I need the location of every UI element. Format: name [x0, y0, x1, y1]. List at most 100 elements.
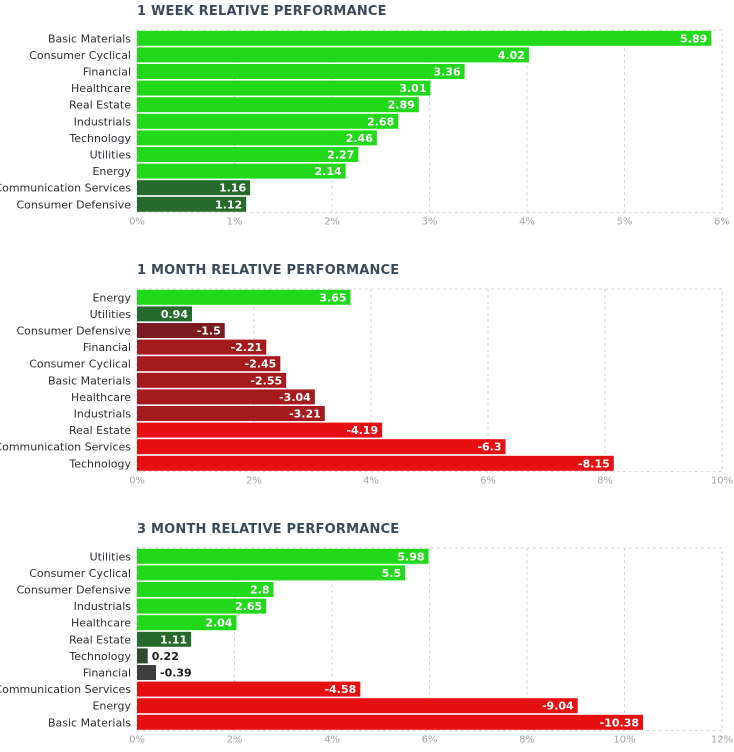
bar [137, 339, 267, 355]
value-label: 2.68 [367, 115, 394, 128]
category-label: Real Estate [69, 99, 131, 112]
category-label: Financial [83, 66, 131, 79]
x-tick-label: 0% [129, 217, 145, 228]
category-label: Basic Materials [48, 32, 131, 45]
bar [137, 196, 247, 212]
value-label: 5.98 [397, 550, 424, 563]
bar [137, 147, 359, 162]
x-tick-label: 0% [129, 476, 145, 487]
value-label: 5.5 [382, 567, 402, 580]
bar [137, 289, 351, 305]
bar [137, 598, 267, 614]
category-label: Real Estate [69, 424, 131, 437]
category-label: Financial [83, 341, 131, 354]
category-label: Energy [92, 165, 131, 178]
value-label: -10.38 [600, 716, 639, 729]
bar [137, 356, 281, 372]
x-tick-label: 12% [711, 735, 733, 746]
x-tick-label: 2% [324, 217, 340, 228]
bar [137, 565, 406, 581]
category-label: Consumer Cyclical [29, 358, 131, 371]
value-label: -2.45 [245, 358, 277, 371]
bar [137, 422, 383, 438]
category-label: Consumer Defensive [16, 198, 131, 211]
value-label: -3.04 [279, 391, 311, 404]
x-tick-label: 4% [363, 476, 379, 487]
bar [137, 97, 419, 113]
bar [137, 582, 274, 597]
bar [137, 180, 251, 196]
x-tick-label: 3% [422, 217, 438, 228]
value-label: -9.04 [542, 700, 574, 713]
bar [137, 631, 192, 647]
category-label: Basic Materials [48, 716, 131, 729]
bar [137, 548, 429, 564]
bar [137, 30, 712, 46]
category-label: Technology [68, 650, 131, 663]
x-tick-label: 6% [480, 476, 496, 487]
bar [137, 439, 506, 455]
month-panel: 1 MONTH RELATIVE PERFORMANCE 0% 2% 4% 6% 8% 1… [0, 259, 734, 509]
category-label: Consumer Cyclical [29, 567, 131, 580]
bar [137, 406, 325, 421]
bar [137, 455, 614, 471]
category-label: Real Estate [69, 633, 131, 646]
month-chart-title: 1 MONTH RELATIVE PERFORMANCE [137, 263, 400, 278]
value-label: 2.65 [235, 600, 262, 613]
bar [137, 372, 287, 388]
week-chart-title: 1 WEEK RELATIVE PERFORMANCE [137, 4, 387, 19]
bar [137, 714, 644, 730]
value-label: -0.39 [160, 667, 192, 680]
category-label: Healthcare [71, 82, 131, 95]
category-label: Energy [92, 700, 131, 713]
category-label: Healthcare [71, 391, 131, 404]
x-tick-label: 1% [227, 217, 243, 228]
bar [137, 648, 148, 664]
x-tick-label: 4% [519, 217, 535, 228]
x-tick-label: 10% [613, 735, 635, 746]
x-tick-label: 8% [519, 735, 535, 746]
category-label: Utilities [90, 308, 132, 321]
x-tick-label: 10% [711, 476, 733, 487]
x-tick-label: 2% [246, 476, 262, 487]
week-chart: 0% 1% 2% 3% 4% 5% 6% Basic Materials 5.89 Consume… [0, 29, 730, 228]
value-label: -3.21 [289, 408, 321, 421]
bar [137, 665, 157, 680]
bar [137, 389, 315, 405]
category-label: Consumer Defensive [16, 584, 131, 597]
week-panel: 1 WEEK RELATIVE PERFORMANCE 0% 1% 2% 3% 4% 5%… [0, 0, 734, 250]
bar [137, 698, 578, 714]
bar [137, 47, 529, 63]
value-label: 2.27 [327, 149, 354, 162]
value-label: 0.22 [152, 650, 179, 663]
bar [137, 80, 431, 96]
x-tick-label: 6% [714, 217, 730, 228]
month-chart: 0% 2% 4% 6% 8% 10% Energy 3.65 Utilities 0.94 Cons… [0, 288, 733, 487]
bar [137, 64, 465, 79]
category-label: Utilities [90, 149, 132, 162]
value-label: 1.11 [160, 633, 187, 646]
value-label: 3.36 [433, 66, 460, 79]
value-label: 2.04 [205, 617, 232, 630]
x-tick-label: 8% [597, 476, 613, 487]
category-label: Energy [92, 291, 131, 304]
x-tick-label: 4% [324, 735, 340, 746]
value-label: 2.8 [250, 584, 270, 597]
value-label: 5.89 [680, 32, 707, 45]
category-label: Communication Services [0, 182, 131, 195]
bar [137, 323, 225, 338]
bar [137, 163, 346, 179]
value-label: 2.89 [388, 99, 415, 112]
value-label: 2.14 [315, 165, 342, 178]
category-label: Industrials [74, 600, 132, 613]
value-label: -2.55 [250, 374, 282, 387]
category-label: Industrials [74, 115, 132, 128]
value-label: 3.65 [319, 291, 346, 304]
category-label: Communication Services [0, 441, 131, 454]
bar [137, 306, 192, 322]
value-label: 0.94 [161, 308, 188, 321]
x-tick-label: 2% [227, 735, 243, 746]
value-label: 2.46 [346, 132, 373, 145]
category-label: Technology [68, 457, 131, 470]
value-label: 1.12 [215, 198, 242, 211]
